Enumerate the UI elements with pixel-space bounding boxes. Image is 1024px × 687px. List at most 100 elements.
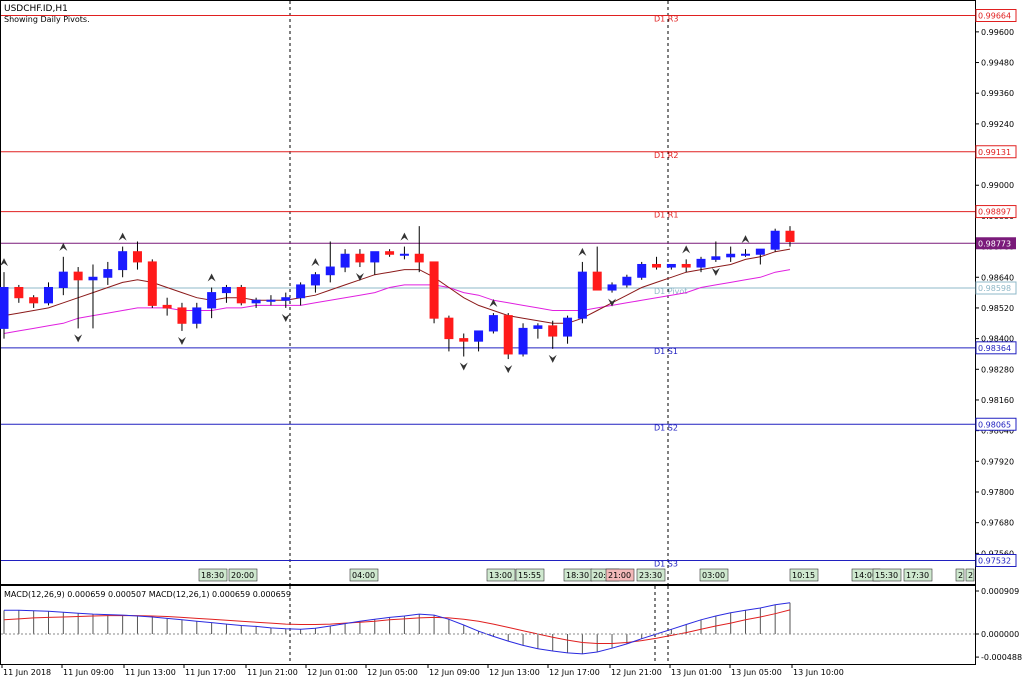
candle[interactable]: [637, 261, 647, 280]
time-marker[interactable]: 10:15: [789, 568, 819, 582]
candle[interactable]: [266, 295, 276, 306]
fractal-down-arrow: [74, 334, 83, 343]
candle[interactable]: [58, 256, 68, 296]
candle[interactable]: [533, 323, 543, 339]
candle[interactable]: [755, 248, 765, 265]
candle[interactable]: [251, 297, 261, 308]
candle[interactable]: [622, 274, 632, 288]
candle[interactable]: [681, 259, 691, 273]
time-marker[interactable]: 20:00: [228, 568, 258, 582]
fractal-down-arrow: [711, 267, 720, 276]
candle[interactable]: [281, 292, 291, 308]
candle-body: [741, 253, 751, 256]
candle[interactable]: [592, 246, 602, 291]
candle[interactable]: [132, 241, 142, 270]
candle[interactable]: [162, 297, 172, 316]
time-axis-label: 12 Jun 05:00: [367, 668, 418, 677]
candle[interactable]: [518, 323, 528, 357]
pivot-price-tag: 0.97532: [975, 554, 1017, 567]
time-marker-box: [789, 568, 819, 582]
candle[interactable]: [785, 226, 795, 247]
candle[interactable]: [221, 284, 231, 303]
candle[interactable]: [370, 251, 380, 275]
candle-body: [43, 286, 53, 304]
candle[interactable]: [652, 256, 662, 270]
time-marker[interactable]: 23:30: [636, 568, 666, 582]
candle[interactable]: [503, 313, 513, 360]
price-tick-label: 0.98520: [981, 304, 1014, 313]
candle[interactable]: [459, 333, 469, 357]
time-marker[interactable]: 21:00: [605, 568, 635, 582]
candle[interactable]: [726, 246, 736, 262]
candle[interactable]: [770, 228, 780, 252]
pivot-price-tag-box: [975, 281, 1017, 295]
time-marker[interactable]: 13:00: [486, 568, 516, 582]
candle[interactable]: [88, 264, 98, 329]
candle[interactable]: [711, 241, 721, 262]
pivot-level-name: D1 S1: [654, 347, 678, 356]
candle[interactable]: [29, 295, 39, 308]
time-marker-box: [955, 568, 965, 582]
time-axis-label: 11 Jun 2018: [3, 668, 51, 677]
candle-body: [325, 266, 335, 276]
candle[interactable]: [236, 284, 246, 306]
current-price-label: 0.98773: [978, 239, 1011, 248]
candle[interactable]: [147, 259, 157, 308]
candle[interactable]: [103, 261, 113, 285]
candle[interactable]: [607, 282, 617, 293]
time-marker[interactable]: 04:00: [349, 568, 379, 582]
time-marker[interactable]: 18:30: [198, 568, 228, 582]
time-axis-label: 11 Jun 17:00: [185, 668, 236, 677]
candle[interactable]: [207, 287, 217, 319]
candle[interactable]: [474, 330, 484, 352]
time-marker-label: 03:00: [702, 571, 725, 580]
candle[interactable]: [666, 263, 676, 270]
time-marker[interactable]: 2: [965, 568, 975, 582]
time-marker[interactable]: 15:30: [872, 568, 902, 582]
price-tick-label: 0.97920: [981, 457, 1014, 466]
price-tick-label: 0.97800: [981, 488, 1014, 497]
candle[interactable]: [577, 261, 587, 324]
candle[interactable]: [177, 302, 187, 331]
time-marker[interactable]: 2: [955, 568, 965, 582]
time-marker[interactable]: 03:00: [699, 568, 729, 582]
candle[interactable]: [340, 249, 350, 273]
price-tick-label: 0.98400: [981, 335, 1014, 344]
candle[interactable]: [741, 249, 751, 257]
candle[interactable]: [310, 272, 320, 293]
candle[interactable]: [548, 320, 558, 349]
candle[interactable]: [563, 315, 573, 344]
candle[interactable]: [325, 241, 335, 283]
candle[interactable]: [696, 256, 706, 273]
time-marker[interactable]: 17:30: [903, 568, 933, 582]
macd-axis-tick-label: 0.000909: [981, 587, 1019, 596]
candle-body: [488, 315, 498, 332]
candle[interactable]: [0, 272, 9, 339]
price-tick-label: 0.98160: [981, 396, 1014, 405]
pivot-price-tag: 0.98598: [975, 281, 1017, 295]
time-marker[interactable]: 15:55: [515, 568, 545, 582]
main-plot-frame: [0, 0, 976, 585]
candle[interactable]: [429, 261, 439, 324]
candle[interactable]: [488, 313, 498, 334]
candle[interactable]: [385, 249, 395, 257]
candle[interactable]: [118, 246, 128, 278]
candle[interactable]: [296, 282, 306, 306]
fractal-down-arrow: [355, 273, 364, 282]
pivot-level-name: D1 Pivot: [654, 287, 687, 296]
fractal-up-arrow: [400, 232, 409, 241]
candle[interactable]: [14, 284, 24, 303]
candle[interactable]: [192, 302, 202, 329]
pivot-price-tag-box: [975, 205, 1017, 219]
candle[interactable]: [355, 249, 365, 268]
price-tick-label: 0.97560: [981, 549, 1014, 558]
candle[interactable]: [43, 282, 53, 306]
time-marker[interactable]: 18:30: [563, 568, 593, 582]
candle[interactable]: [399, 246, 409, 260]
candle-body: [385, 251, 395, 255]
candle[interactable]: [444, 315, 454, 352]
candle[interactable]: [414, 226, 424, 273]
candle[interactable]: [73, 267, 83, 329]
